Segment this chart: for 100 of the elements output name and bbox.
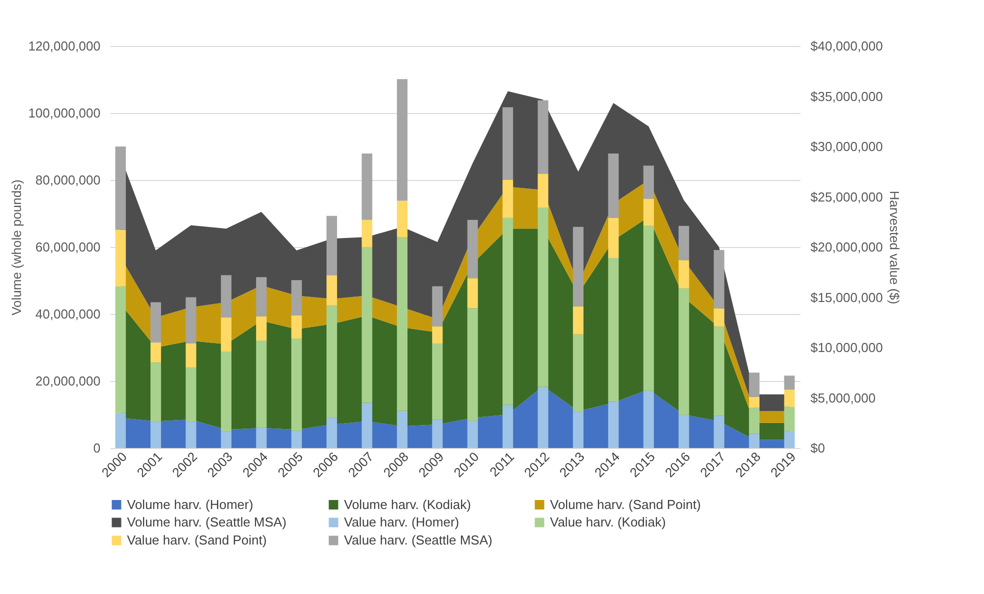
bar: [115, 230, 126, 286]
bar: [432, 286, 443, 326]
bar: [432, 326, 443, 344]
bar: [748, 408, 760, 434]
bar: [784, 430, 795, 448]
legend-label: Value harv. (Seattle MSA): [344, 532, 492, 548]
bar: [220, 275, 232, 318]
y-tick-label: 40,000,000: [35, 306, 100, 322]
y2-axis-title: Harvested value ($): [886, 190, 902, 304]
bar: [608, 154, 619, 218]
bar: [115, 286, 126, 413]
bar: [502, 218, 514, 405]
bar: [150, 362, 162, 422]
bar: [714, 308, 724, 326]
bar: [256, 277, 267, 316]
legend-label: Volume harv. (Seattle MSA): [127, 514, 286, 530]
bar: [291, 430, 302, 448]
bar: [643, 226, 654, 391]
bar: [186, 422, 196, 448]
y2-tick-label: $15,000,000: [810, 290, 883, 305]
bar: [362, 220, 372, 247]
y2-tick-label: $35,000,000: [810, 88, 883, 104]
bar: [748, 372, 760, 397]
bar: [186, 297, 196, 344]
bar: [678, 414, 690, 448]
bar: [432, 420, 443, 448]
bar: [714, 250, 724, 308]
bar: [256, 316, 267, 340]
bar: [502, 180, 514, 218]
bar: [291, 338, 302, 431]
y-tick-label: 60,000,000: [35, 240, 100, 254]
bar: [115, 412, 126, 448]
bar: [538, 100, 548, 174]
bar: [150, 422, 162, 448]
y-tick-label: 100,000,000: [28, 106, 100, 120]
bar: [678, 260, 690, 288]
bar: [362, 154, 372, 220]
bar: [784, 390, 795, 407]
bar: [678, 288, 690, 415]
bar: [396, 200, 408, 237]
bar: [396, 236, 408, 411]
bar: [467, 220, 478, 278]
bar: [291, 315, 302, 338]
y2-tick-label: $5,000,000: [810, 390, 876, 406]
bar: [220, 352, 232, 432]
bar: [186, 343, 196, 368]
y2-tick-label: $25,000,000: [810, 189, 883, 204]
bar: [784, 376, 795, 390]
bar: [467, 308, 478, 421]
bar: [115, 146, 126, 230]
bar: [150, 302, 162, 342]
bar: [538, 386, 548, 448]
bar: [220, 317, 232, 352]
bar: [502, 107, 514, 180]
y2-tick-label: $10,000,000: [810, 340, 883, 355]
bar: [643, 166, 654, 199]
bar: [432, 343, 443, 420]
legend-label: Value harv. (Sand Point): [127, 532, 267, 548]
legend-label: Volume harv. (Kodiak): [344, 496, 471, 512]
y-tick-label: 20,000,000: [35, 374, 100, 388]
bar: [150, 342, 162, 363]
bar: [748, 396, 760, 408]
bar: [678, 226, 690, 260]
bar: [748, 434, 760, 448]
bar: [608, 258, 619, 402]
bar: [256, 428, 267, 448]
legend-label: Value harv. (Homer): [344, 514, 460, 530]
bar: [572, 334, 584, 412]
bar: [572, 412, 584, 448]
bar: [502, 404, 514, 448]
bar: [784, 406, 795, 431]
bar: [643, 198, 654, 226]
bar: [326, 305, 338, 418]
bar: [256, 340, 267, 428]
bar: [396, 79, 408, 201]
bar: [362, 402, 372, 448]
legend-label: Volume harv. (Homer): [127, 496, 254, 512]
y2-tick-label: $0: [810, 440, 825, 456]
bar: [538, 208, 548, 387]
bar: [396, 410, 408, 448]
bar: [538, 174, 548, 208]
bar: [714, 416, 724, 448]
bar: [362, 247, 372, 403]
bar: [467, 420, 478, 448]
y2-tick-label: $40,000,000: [810, 38, 883, 54]
y2-tick-label: $20,000,000: [810, 240, 883, 254]
y-tick-label: 120,000,000: [28, 38, 100, 54]
bar: [467, 278, 478, 308]
bar: [643, 390, 654, 448]
bar: [572, 226, 584, 306]
bar: [326, 216, 338, 276]
bar: [608, 218, 619, 258]
bar: [714, 326, 724, 416]
y-tick-label: 0: [93, 440, 100, 456]
bar: [572, 306, 584, 334]
bar: [326, 275, 338, 306]
bar: [326, 418, 338, 448]
y-axis-title: Volume (whole pounds): [9, 180, 24, 316]
legend-label: Value harv. (Kodiak): [550, 514, 666, 530]
bar: [608, 402, 619, 448]
